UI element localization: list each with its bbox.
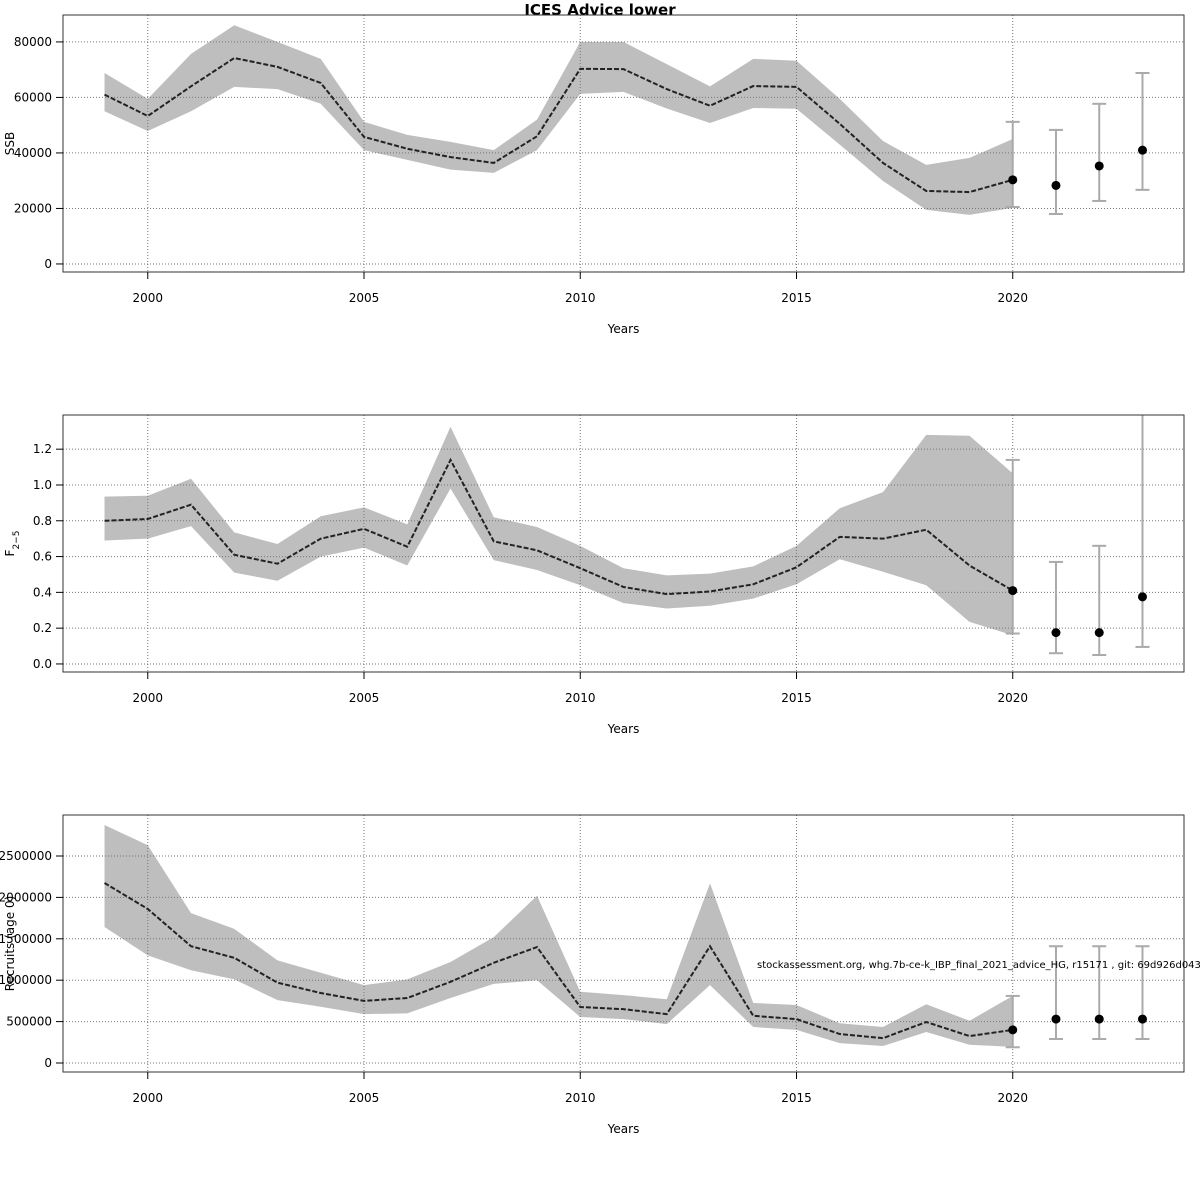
y-axis-label: Recruits (age 0) bbox=[3, 896, 17, 992]
y-tick-label: 0 bbox=[44, 257, 52, 271]
x-tick-label: 2010 bbox=[565, 1091, 596, 1105]
y-tick-label: 0.4 bbox=[33, 585, 52, 599]
x-tick-label: 2005 bbox=[349, 291, 380, 305]
y-tick-label: 1000000 bbox=[0, 973, 52, 987]
x-tick-label: 2020 bbox=[997, 1091, 1028, 1105]
y-tick-label: 80000 bbox=[14, 35, 52, 49]
forecast-point bbox=[1094, 1014, 1104, 1024]
forecast-point bbox=[1051, 180, 1061, 190]
x-axis-label: Years bbox=[607, 1122, 640, 1136]
estimate-line bbox=[104, 56, 1014, 194]
forecast-point bbox=[1137, 592, 1147, 602]
y-tick-label: 0.2 bbox=[33, 621, 52, 635]
forecast-point bbox=[1051, 628, 1061, 638]
forecast-point bbox=[1008, 1025, 1018, 1035]
x-tick-label: 2010 bbox=[565, 691, 596, 705]
panel-1: 2000 2005 2010 2015 2020 0 20000 40000 60000 8000… bbox=[3, 14, 1185, 336]
forecast-point bbox=[1137, 145, 1147, 155]
y-axis-label: F2−5 bbox=[3, 531, 22, 557]
plot-area bbox=[63, 815, 1184, 1072]
confidence-band bbox=[104, 25, 1013, 215]
x-tick-label: 2015 bbox=[781, 691, 812, 705]
forecast-point bbox=[1008, 586, 1018, 596]
y-tick-label: 60000 bbox=[14, 90, 52, 104]
y-tick-label: 0.8 bbox=[33, 514, 52, 528]
forecast-point bbox=[1051, 1014, 1061, 1024]
forecast-point bbox=[1137, 1014, 1147, 1024]
x-tick-label: 2000 bbox=[132, 291, 163, 305]
x-tick-label: 2005 bbox=[349, 1091, 380, 1105]
plot-area bbox=[63, 415, 1184, 672]
y-tick-label: 0.6 bbox=[33, 550, 52, 564]
y-tick-label: 40000 bbox=[14, 146, 52, 160]
x-tick-label: 2010 bbox=[565, 291, 596, 305]
x-tick-label: 2020 bbox=[997, 691, 1028, 705]
confidence-band bbox=[104, 825, 1013, 1047]
y-tick-label: 1500000 bbox=[0, 932, 52, 946]
y-axis-label: SSB bbox=[3, 132, 17, 155]
x-axis-label: Years bbox=[607, 322, 640, 336]
x-tick-label: 2005 bbox=[349, 691, 380, 705]
estimate-line bbox=[104, 457, 1014, 596]
plot-frame bbox=[62, 414, 1185, 673]
x-axis-label: Years bbox=[607, 722, 640, 736]
plot-area bbox=[63, 15, 1184, 272]
x-tick-label: 2020 bbox=[997, 291, 1028, 305]
x-tick-label: 2015 bbox=[781, 291, 812, 305]
y-tick-label: 1.2 bbox=[33, 442, 52, 456]
estimate-line bbox=[104, 882, 1013, 1040]
y-tick-label: 500000 bbox=[6, 1015, 52, 1029]
y-axis-label-subscript: 2−5 bbox=[12, 531, 22, 550]
x-tick-label: 2000 bbox=[132, 1091, 163, 1105]
confidence-band bbox=[104, 426, 1013, 636]
panel-3: 2000 2005 2010 2015 2020 0 500000 1000000 150000… bbox=[0, 814, 1185, 1136]
y-tick-label: 2000000 bbox=[0, 890, 52, 904]
x-tick-label: 2000 bbox=[132, 691, 163, 705]
forecast-point bbox=[1094, 628, 1104, 638]
footnote: stockassessment.org, whg.7b-ce-k_IBP_fin… bbox=[757, 960, 1200, 971]
x-tick-label: 2015 bbox=[781, 1091, 812, 1105]
y-tick-label: 2500000 bbox=[0, 849, 52, 863]
y-tick-label: 0 bbox=[44, 1056, 52, 1070]
y-tick-label: 20000 bbox=[14, 201, 52, 215]
plot-frame bbox=[62, 814, 1185, 1073]
y-tick-label: 1.0 bbox=[33, 478, 52, 492]
forecast-point bbox=[1008, 175, 1018, 185]
plot-frame bbox=[62, 14, 1185, 273]
forecast-point bbox=[1094, 161, 1104, 171]
y-tick-label: 0.0 bbox=[33, 657, 52, 671]
panel-2: 2000 2005 2010 2015 2020 0.0 0.2 0.4 0.6 0.8 1.0 1.… bbox=[3, 414, 1185, 736]
